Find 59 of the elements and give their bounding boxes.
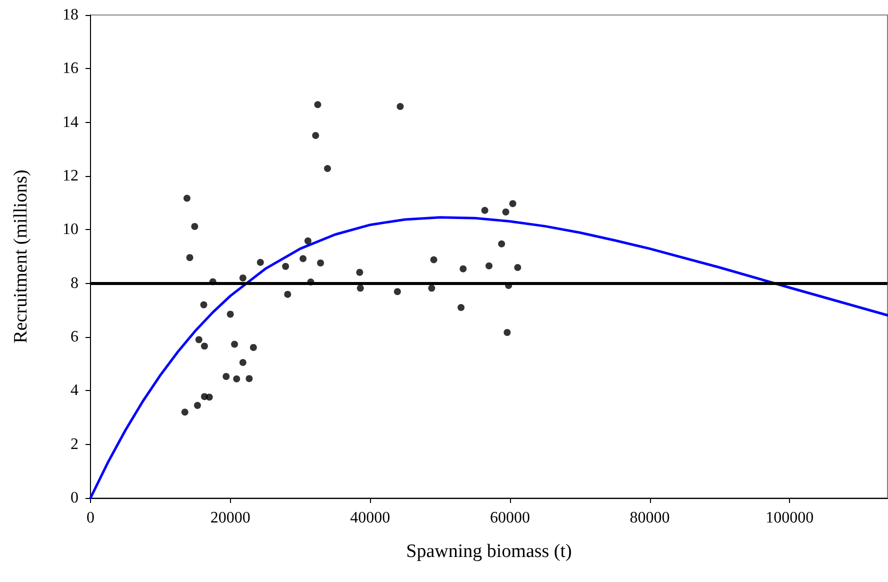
point [250,344,257,351]
point [481,206,488,214]
point [502,208,510,216]
point [514,264,522,271]
point [317,259,324,266]
point [256,258,264,266]
x-tick-label: 100000 [766,510,814,526]
point [233,375,240,382]
point [356,268,364,276]
point [498,240,506,248]
x-tick-label: 40000 [350,510,390,526]
point [186,254,194,262]
y-tick-label: 10 [62,221,78,238]
point [239,358,246,366]
point [394,288,401,296]
point [239,274,246,282]
point [428,284,436,292]
point [312,132,320,139]
x-tick-label: 0 [86,510,94,526]
point [458,304,465,311]
x-tick-label: 60000 [490,510,530,526]
y-tick-label: 4 [70,382,78,400]
point [231,340,238,348]
point [191,222,198,230]
point [226,310,234,318]
point [396,103,404,110]
point [314,101,322,108]
y-tick-label: 16 [62,60,78,78]
y-tick-label: 0 [70,490,78,506]
point [504,328,511,336]
point [300,255,307,262]
point [486,262,492,270]
point [194,402,201,409]
point [460,265,467,272]
y-tick-label: 18 [62,6,78,24]
point [195,336,202,344]
point [183,194,190,202]
y-axis-title: Recruitment (millions) [10,170,32,344]
y-tick-label: 6 [70,328,78,346]
point [284,290,292,298]
point [304,237,312,244]
point [246,375,253,382]
point [430,256,438,264]
y-tick-label: 8 [70,274,78,292]
point [200,301,208,308]
x-tick-label: 20000 [210,510,250,526]
y-tick-label: 2 [70,436,78,453]
y-tick-label: 14 [62,114,78,131]
point [200,342,208,350]
point [356,284,364,292]
point [206,394,213,401]
x-tick-label: 80000 [630,510,670,526]
y-tick-label: 12 [62,168,78,184]
point [509,200,516,208]
point [282,262,290,270]
point [181,408,188,416]
x-axis-title: Spawning biomass (t) [406,541,572,562]
point [324,164,332,172]
point [222,372,230,380]
